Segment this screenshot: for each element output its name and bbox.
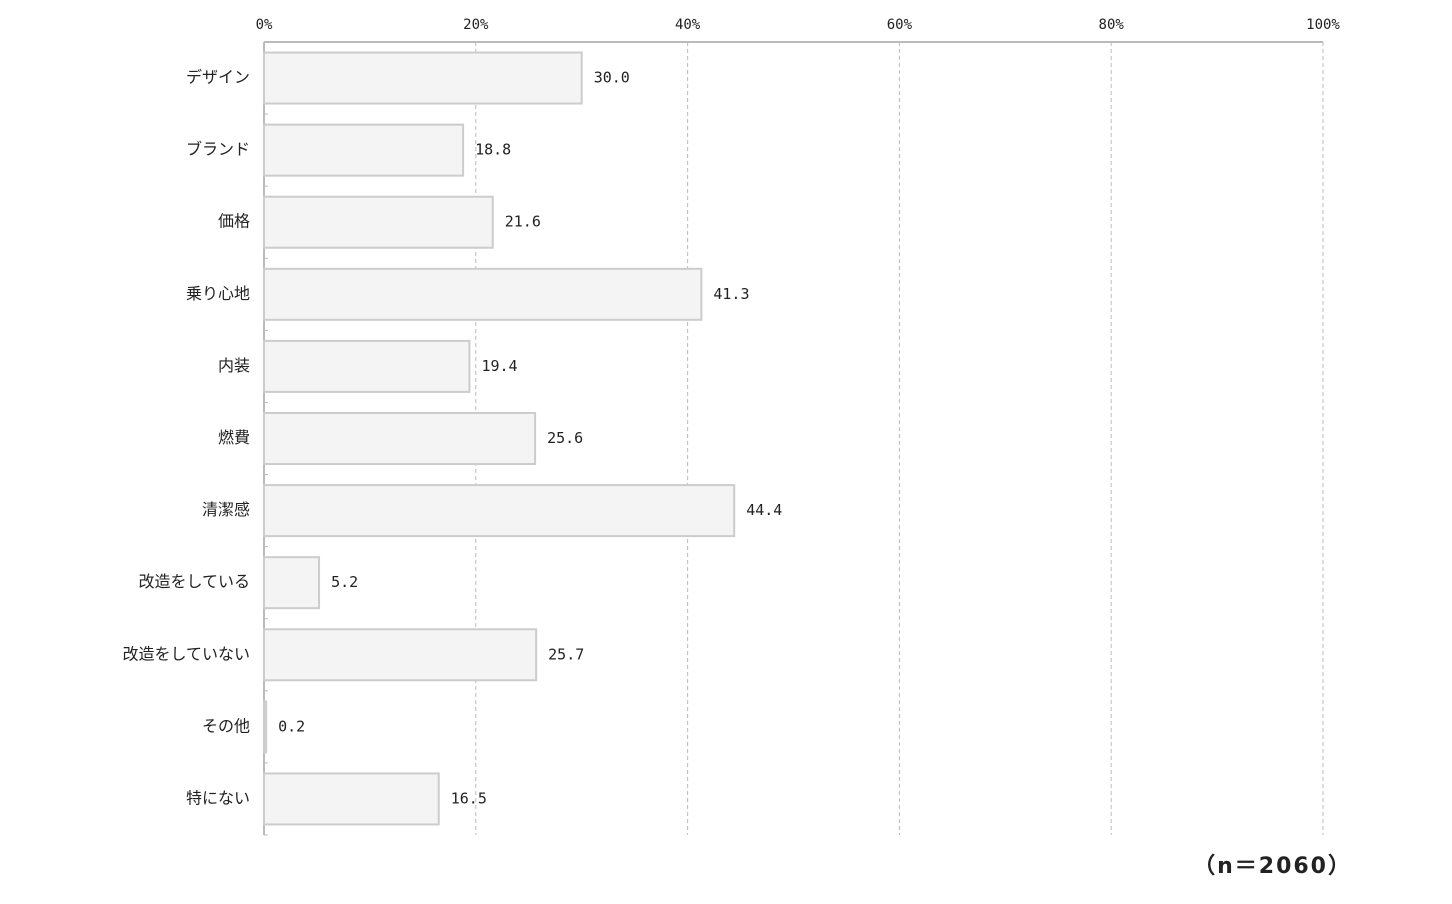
value-label: 25.6 — [547, 429, 583, 447]
x-tick-label: 0% — [256, 17, 273, 33]
value-label: 0.2 — [278, 717, 305, 735]
value-label: 18.8 — [475, 141, 511, 159]
bar — [263, 267, 703, 321]
y-tick-label: 特にない — [186, 788, 250, 807]
value-label: 41.3 — [713, 285, 749, 303]
bar — [263, 412, 537, 465]
value-label: 5.2 — [331, 573, 358, 591]
value-label: 21.6 — [505, 213, 541, 231]
bar — [263, 772, 440, 826]
x-tick-label: 60% — [887, 17, 913, 33]
y-tick-label: その他 — [202, 716, 250, 735]
y-tick-label: 燃費 — [218, 428, 250, 447]
bar — [263, 484, 736, 538]
value-label: 16.5 — [451, 789, 487, 807]
value-label: 30.0 — [594, 69, 630, 87]
bar — [263, 339, 471, 393]
y-tick-label: 改造をしている — [138, 572, 250, 591]
x-tick-label: 40% — [675, 17, 701, 33]
y-tick-label: 乗り心地 — [186, 284, 250, 303]
y-tick-label: 清潔感 — [202, 500, 250, 519]
y-tick-label: 改造をしていない — [122, 644, 250, 663]
bar — [263, 123, 465, 177]
x-tick-label: 80% — [1099, 17, 1125, 33]
y-tick-label: 価格 — [218, 212, 250, 231]
sample-size-note: （n＝2060） — [1193, 854, 1352, 879]
y-tick-label: ブランド — [186, 140, 250, 159]
bar — [263, 195, 494, 249]
x-tick-label: 100% — [1306, 17, 1340, 33]
x-tick-label: 20% — [463, 17, 489, 33]
bar — [263, 700, 268, 754]
bar — [263, 51, 583, 105]
value-label: 44.4 — [746, 501, 782, 519]
y-tick-label: デザイン — [186, 68, 250, 87]
y-tick-label: 内装 — [218, 356, 250, 375]
value-label: 25.7 — [548, 645, 584, 663]
value-label: 19.4 — [481, 357, 517, 375]
bar — [263, 556, 321, 610]
bar — [263, 628, 538, 682]
